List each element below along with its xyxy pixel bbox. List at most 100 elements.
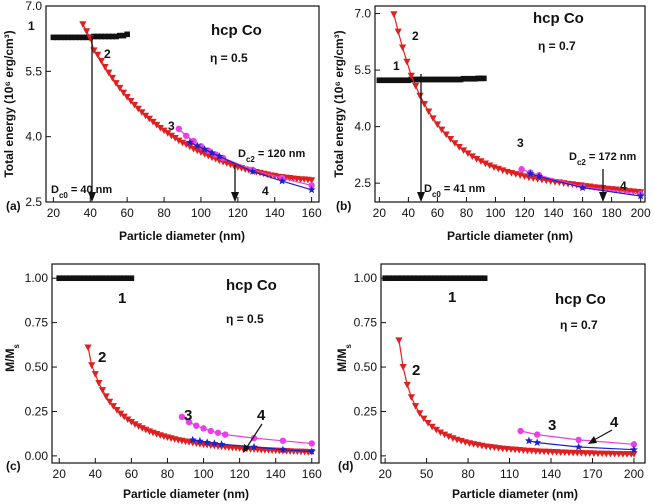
curve-label-2: 2 [412, 29, 419, 43]
series-1-point [419, 275, 426, 282]
series-2-point [120, 413, 128, 421]
x-tick-label: 120 [230, 467, 250, 481]
curve-label-1: 1 [118, 290, 126, 307]
series-1-point [102, 33, 108, 40]
x-tick-label: 160 [302, 467, 322, 481]
material-title: hcp Co [226, 277, 277, 294]
series-1-point [411, 76, 417, 83]
series-1-point [394, 275, 401, 282]
series-3-point [517, 427, 524, 435]
curve-label-2: 2 [412, 362, 420, 379]
series-1-point [379, 77, 386, 84]
series-2-point [424, 420, 432, 427]
series-2-point [106, 398, 114, 406]
series-2-point [416, 92, 424, 100]
series-1-point [452, 275, 459, 282]
series-4-point [578, 183, 587, 192]
curve-label-2: 2 [104, 47, 111, 61]
material-title: hcp Co [533, 10, 584, 27]
series-1-point [414, 76, 420, 83]
series-2-point [455, 143, 463, 151]
series-1-point [60, 275, 66, 282]
x-tick-label: 20 [378, 467, 392, 481]
series-2-point [134, 105, 142, 113]
series-1-point [388, 77, 394, 84]
eta-label: η = 0.7 [538, 39, 576, 53]
series-1-point [61, 34, 68, 41]
series-1-point [57, 34, 64, 41]
dc0-annotation: Dc0 = 41 nm [424, 183, 485, 199]
series-1-point [385, 77, 391, 84]
series-4-point [574, 442, 583, 451]
curve-label-3: 3 [548, 417, 556, 434]
series-1-point [91, 33, 97, 40]
y-tick-label: 4.0 [25, 130, 42, 144]
x-tick-label: 140 [544, 206, 564, 220]
series-2-point [395, 337, 403, 345]
series-1-point [67, 275, 73, 282]
series-1-point [72, 34, 79, 41]
series-4-point [215, 152, 224, 160]
series-1-point [437, 76, 444, 83]
curve-label-1: 1 [28, 19, 35, 33]
series-1-point [481, 275, 488, 282]
plot-layer: 20 40 60 80 100 120 140 160 2.5 4.0 5.5 7.0 [25, 0, 322, 220]
series-2-line [87, 347, 312, 453]
curve-4-pointer [593, 429, 613, 441]
series-3-point [193, 422, 200, 429]
x-axis-label: Particle diameter (nm) [123, 487, 249, 501]
dc0-arrowhead [417, 192, 425, 202]
series-2-point [459, 147, 468, 154]
series-1-point [444, 275, 451, 282]
series-2-line [393, 14, 641, 193]
series-2-point [412, 82, 420, 90]
series-4-point [307, 185, 316, 194]
x-axis-label: Particle diameter (nm) [447, 229, 573, 243]
series-2-point [116, 84, 124, 92]
series-1-point [105, 33, 112, 40]
series-3-point [279, 437, 287, 444]
series-1-point [411, 275, 417, 282]
panel-c: 20 40 60 80 100 120 140 160 0.00 0.25 0.50 0.75 1.00… [3, 263, 322, 501]
x-tick-label: 20 [53, 467, 67, 481]
series-2-point [112, 80, 120, 87]
series-4-point [217, 440, 226, 448]
y-tick-label: 5.5 [354, 63, 371, 77]
series-1-point [469, 75, 476, 82]
series-1-point [408, 76, 415, 83]
series-1-point [443, 76, 449, 83]
series-1-point [88, 275, 95, 282]
series-3-point [630, 441, 638, 448]
x-tick-label: 40 [89, 467, 103, 481]
series-1-point [469, 275, 476, 282]
series-4-point [200, 145, 209, 153]
series-2-point [433, 121, 442, 128]
series-1-point [391, 77, 397, 84]
series-2-point [98, 387, 107, 394]
series-1-point [452, 76, 458, 83]
dc0-arrowhead [88, 192, 96, 202]
series-1-point [124, 31, 130, 38]
plot-frame [380, 263, 646, 464]
series-1-point [376, 77, 383, 84]
series-2-point [473, 156, 481, 163]
series-2-point [403, 58, 411, 66]
y-tick-label: 1.00 [25, 271, 49, 285]
series-1-point [417, 76, 423, 83]
eta-label: η = 0.5 [210, 51, 248, 65]
series-1-point [478, 75, 484, 82]
x-tick-label: 110 [500, 467, 519, 481]
series-2-point [101, 63, 109, 71]
series-4-point [210, 439, 219, 447]
series-2-point [108, 74, 117, 82]
x-tick-label: 170 [582, 467, 602, 481]
series-1-point [405, 77, 412, 84]
x-tick-label: 140 [541, 467, 561, 481]
series-2-point [102, 393, 110, 400]
series-1-point [415, 275, 422, 282]
series-2-point [145, 115, 153, 123]
series-1-point [65, 34, 71, 41]
series-1-point [403, 275, 409, 282]
dc2-arrowhead [231, 192, 239, 202]
series-2-point [131, 421, 139, 428]
